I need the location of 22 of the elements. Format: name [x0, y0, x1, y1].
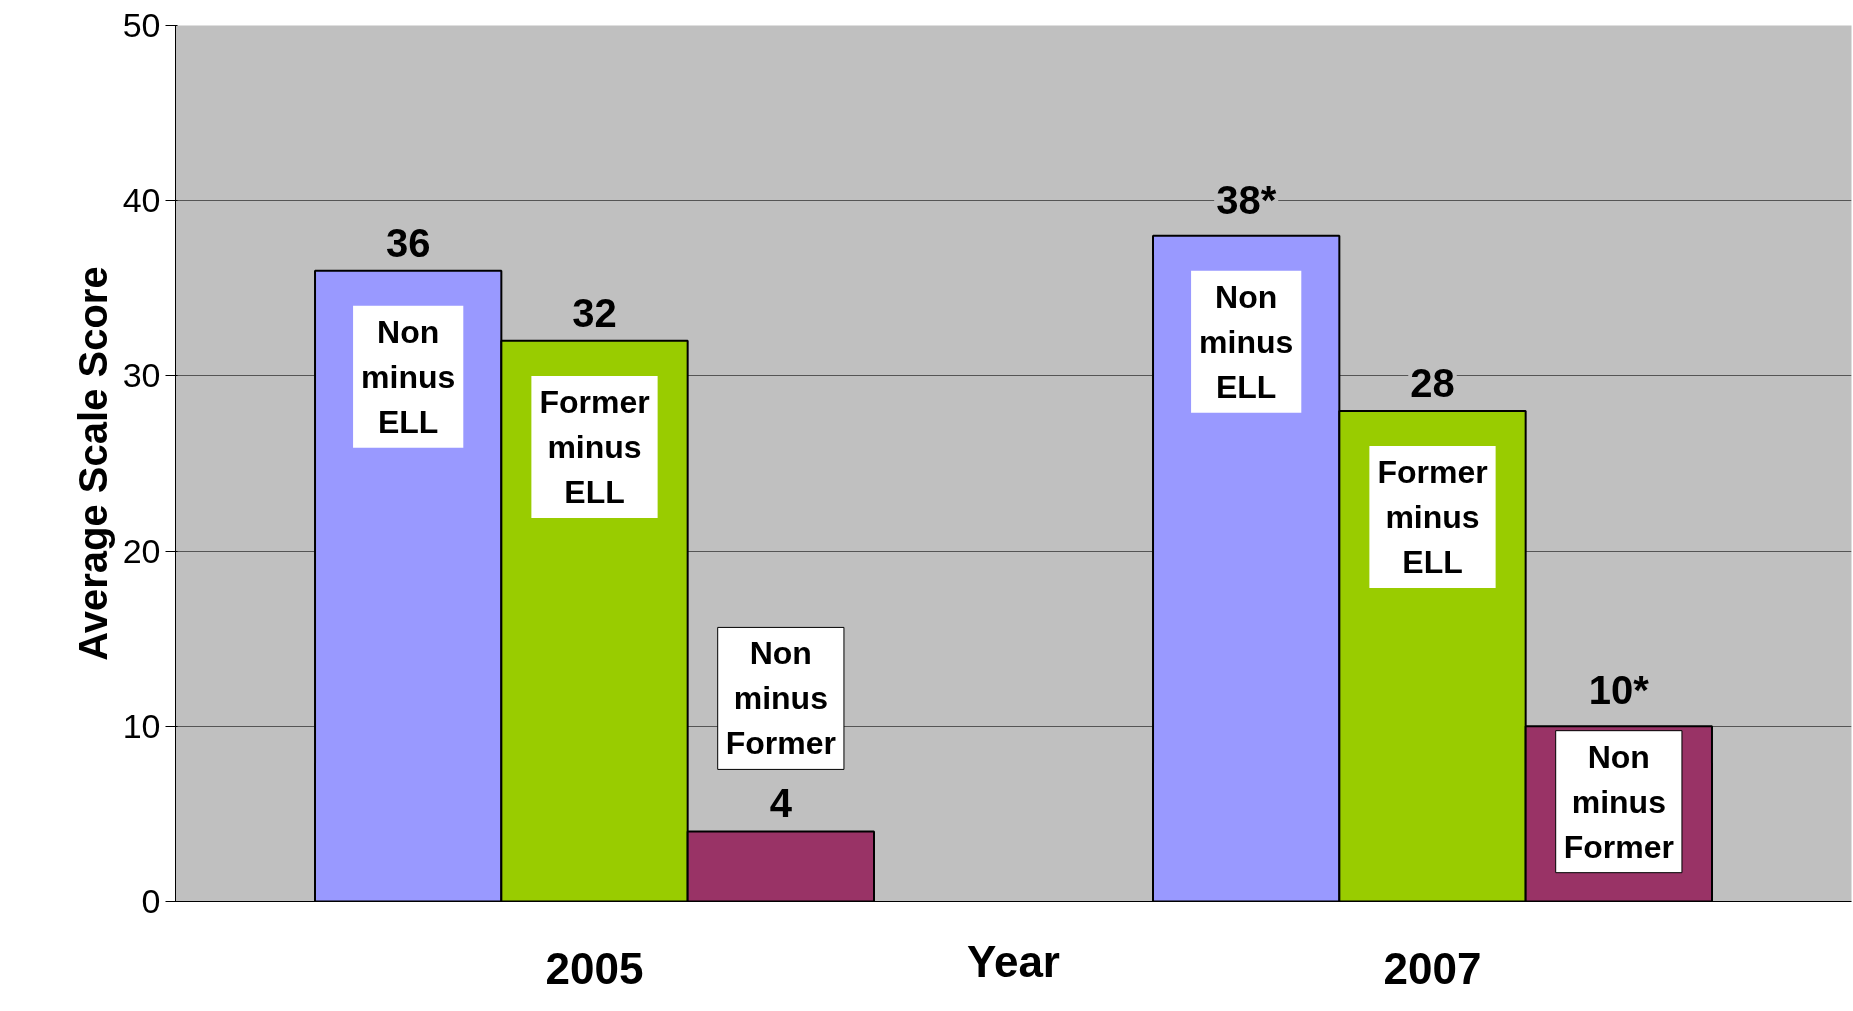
text: Non minus Former: [725, 635, 836, 762]
series-label: Non minus Former: [1563, 738, 1674, 865]
data-label: 38*: [1216, 177, 1277, 222]
y-tick-label: 0: [141, 882, 161, 920]
text: Non minus ELL: [361, 313, 456, 440]
data-label: 10*: [1588, 668, 1650, 713]
y-tick-label: 20: [122, 531, 161, 570]
data-label: 4: [769, 781, 793, 826]
y-tick-label: 30: [122, 356, 161, 395]
y-tick-label: 10: [122, 706, 161, 745]
series-label: Former minus ELL: [539, 383, 650, 510]
y-tick-label: 50: [122, 6, 161, 44]
series-label: Non minus ELL: [1199, 278, 1294, 405]
x-axis-title: Year: [967, 936, 1060, 986]
text: Former minus ELL: [1377, 453, 1488, 580]
data-label: 32: [572, 290, 617, 335]
y-axis-title: Average Scale Score: [70, 266, 115, 661]
y-tick-label: 40: [122, 181, 161, 220]
x-tick-label: 2007: [1383, 943, 1482, 993]
data-label: 28: [1410, 360, 1455, 405]
data-label: 36: [385, 220, 431, 265]
x-tick-label: 2005: [545, 943, 644, 993]
